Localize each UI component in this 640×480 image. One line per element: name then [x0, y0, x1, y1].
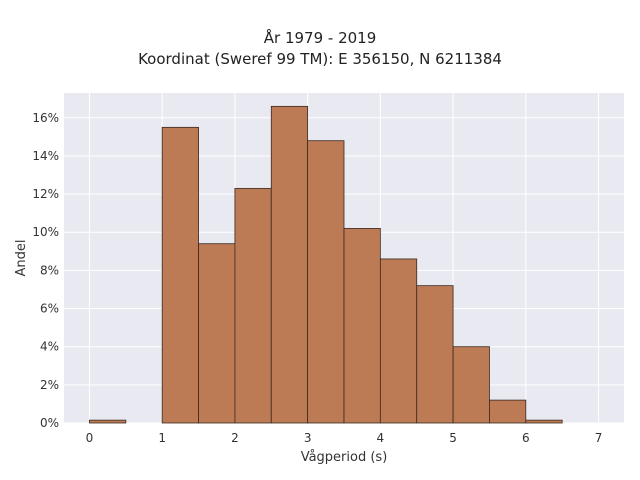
histogram-bar [161, 126, 199, 424]
y-tick-label: 14% [32, 149, 59, 163]
x-tick-label: 0 [86, 431, 94, 445]
chart-title: År 1979 - 2019 [263, 29, 377, 47]
histogram-bar [307, 140, 345, 424]
y-tick-label: 2% [40, 378, 59, 392]
histogram-bar [343, 228, 381, 424]
histogram-bar [525, 419, 563, 424]
x-tick-label: 4 [377, 431, 385, 445]
x-tick-label: 6 [522, 431, 530, 445]
y-axis-ticks: 0% 2% 4% 6% 8% 10% 12% 14% 16% [32, 111, 59, 430]
histogram-bar [270, 105, 309, 424]
histogram-bars [89, 105, 563, 424]
x-tick-label: 7 [595, 431, 603, 445]
y-tick-label: 0% [40, 416, 59, 430]
histogram-bar [416, 285, 454, 424]
x-axis-label: Vågperiod (s) [301, 450, 388, 465]
histogram-bar [234, 187, 272, 424]
y-tick-label: 6% [40, 302, 59, 316]
histogram-bar [379, 258, 418, 424]
x-tick-label: 5 [449, 431, 457, 445]
x-tick-label: 3 [304, 431, 312, 445]
histogram-bar [89, 419, 127, 424]
histogram-bar [489, 399, 527, 424]
y-tick-label: 10% [32, 225, 59, 239]
y-tick-label: 12% [32, 187, 59, 201]
chart-subtitle: Koordinat (Sweref 99 TM): E 356150, N 62… [138, 50, 502, 68]
y-tick-label: 8% [40, 263, 59, 277]
histogram-bar [198, 243, 236, 424]
x-axis-ticks: 0 1 2 3 4 5 6 7 [86, 431, 603, 445]
y-axis-label: Andel [14, 240, 29, 277]
histogram-bar [452, 346, 490, 424]
y-tick-label: 4% [40, 340, 59, 354]
x-tick-label: 2 [231, 431, 239, 445]
y-tick-label: 16% [32, 111, 59, 125]
x-tick-label: 1 [158, 431, 166, 445]
